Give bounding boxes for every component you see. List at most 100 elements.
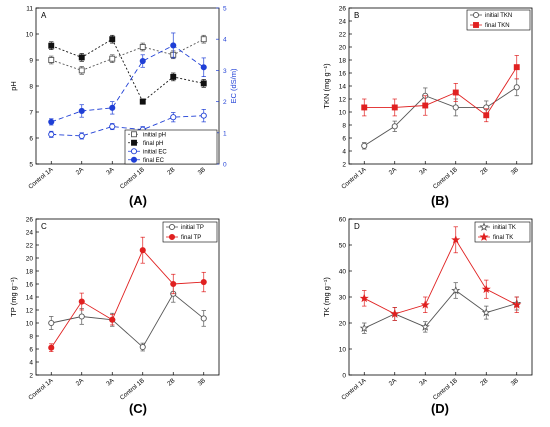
y-tick-label: 26 [26, 217, 34, 224]
series-initial-ph [48, 34, 207, 75]
series-initial-ec [48, 109, 207, 140]
y-tick-label: 6 [342, 136, 346, 143]
data-point [391, 104, 398, 111]
legend-label: initial TKN [485, 13, 512, 19]
data-point [359, 293, 369, 303]
y-tick-label: 40 [339, 269, 347, 276]
y-tick-label: 8 [29, 84, 33, 91]
y-tick-label: 6 [29, 136, 33, 143]
data-point [78, 54, 85, 61]
data-point [48, 42, 55, 49]
data-point [361, 104, 368, 111]
data-point [200, 80, 207, 87]
x-tick-label: 3A [418, 166, 429, 177]
x-tick-label: Control 1A [340, 166, 368, 191]
x-tick-label: 2B [479, 377, 489, 387]
data-point [48, 57, 55, 63]
panel-letter: C [41, 222, 47, 231]
y-tick-label: 24 [339, 19, 347, 26]
y-tick-label: 4 [29, 360, 33, 367]
x-tick-label: 3B [510, 166, 520, 176]
y-tick-label: 4 [342, 149, 346, 156]
legend-label: initial EC [143, 149, 167, 155]
legend-swatch-marker [130, 156, 138, 163]
y-tick-label: 10 [339, 347, 347, 354]
data-point [452, 104, 459, 111]
legend-swatch-marker [131, 139, 137, 146]
y-axis-label: TP (mg g⁻¹) [9, 277, 18, 317]
data-point [420, 300, 430, 309]
legend-box [124, 129, 218, 165]
y-tick-label: 16 [26, 282, 34, 289]
data-point [452, 89, 459, 96]
legend-label: initial TP [181, 225, 204, 231]
y-tick-label: 2 [342, 162, 346, 169]
data-point [48, 118, 55, 125]
y-tick-label: 7 [29, 110, 33, 117]
data-point [109, 55, 116, 62]
y-tick-label: 20 [339, 45, 347, 52]
y-tick-label: 9 [29, 58, 33, 65]
y-tick-label: 50 [339, 243, 347, 250]
series-line [51, 44, 205, 123]
y-tick-label: 11 [26, 6, 33, 13]
x-tick-label: 2A [75, 166, 86, 177]
y-tick-label: 0 [342, 373, 346, 380]
series-line [51, 115, 204, 137]
series-line [50, 249, 204, 348]
y2-axis-label: EC (dS/m) [229, 68, 238, 104]
x-tick-label: 2B [166, 166, 176, 176]
legend: initial TKN final TKN [466, 9, 531, 31]
data-point [109, 316, 116, 323]
legend-swatch-marker [131, 131, 137, 138]
series-final-tp [48, 236, 207, 352]
y-tick-label: 18 [26, 269, 34, 276]
x-tick-label: 2B [166, 377, 176, 387]
legend-swatch-marker [479, 232, 489, 241]
data-point [78, 298, 85, 305]
data-point [513, 64, 520, 71]
x-tick-label: 2B [479, 166, 489, 176]
legend: initial TK final TK [474, 221, 531, 243]
panel-a: A 5 6 7 8 9 10 11 pH 0 1 2 3 4 5 EC (dS/m) Control 1A 2A 3… [9, 6, 238, 191]
legend-swatch-marker [168, 233, 176, 241]
legend-swatch-marker [479, 222, 489, 231]
data-point [109, 104, 116, 111]
x-tick-label: Control 1A [340, 377, 368, 402]
legend-label: initial pH [143, 132, 166, 138]
y-tick-label: 26 [339, 6, 347, 13]
data-point [170, 114, 177, 121]
y2-tick-label: 4 [223, 37, 227, 44]
panel-caption: (D) [431, 401, 449, 416]
data-point [483, 112, 490, 119]
data-point [139, 44, 146, 50]
y-tick-label: 22 [339, 32, 347, 39]
panel-d: D 0 10 20 30 40 50 60 TK (mg g⁻¹) Control 1A 2A 3A C… [322, 217, 533, 402]
legend-swatch-marker [473, 22, 479, 28]
y-tick-label: 10 [339, 110, 347, 117]
series-line [364, 66, 518, 116]
series-initial-tk [359, 282, 522, 334]
series-line [51, 293, 205, 348]
data-point [78, 132, 85, 139]
y-tick-label: 2 [29, 373, 33, 380]
x-tick-label: 3A [418, 377, 429, 388]
x-tick-label: 3A [105, 377, 116, 388]
x-tick-label: 2A [388, 166, 399, 177]
y-tick-label: 8 [342, 123, 346, 130]
data-point [200, 315, 207, 322]
data-point [78, 67, 85, 74]
y-tick-label: 10 [26, 321, 34, 328]
y-tick-label: 10 [26, 32, 34, 39]
legend-swatch-marker [168, 223, 176, 231]
y-tick-label: 12 [339, 97, 347, 104]
data-point [513, 84, 520, 91]
legend-label: final EC [143, 158, 165, 164]
panel-letter: B [354, 11, 359, 20]
x-tick-label: Control 1A [27, 166, 55, 191]
data-point [200, 64, 207, 71]
legend-label: final TP [181, 235, 201, 241]
